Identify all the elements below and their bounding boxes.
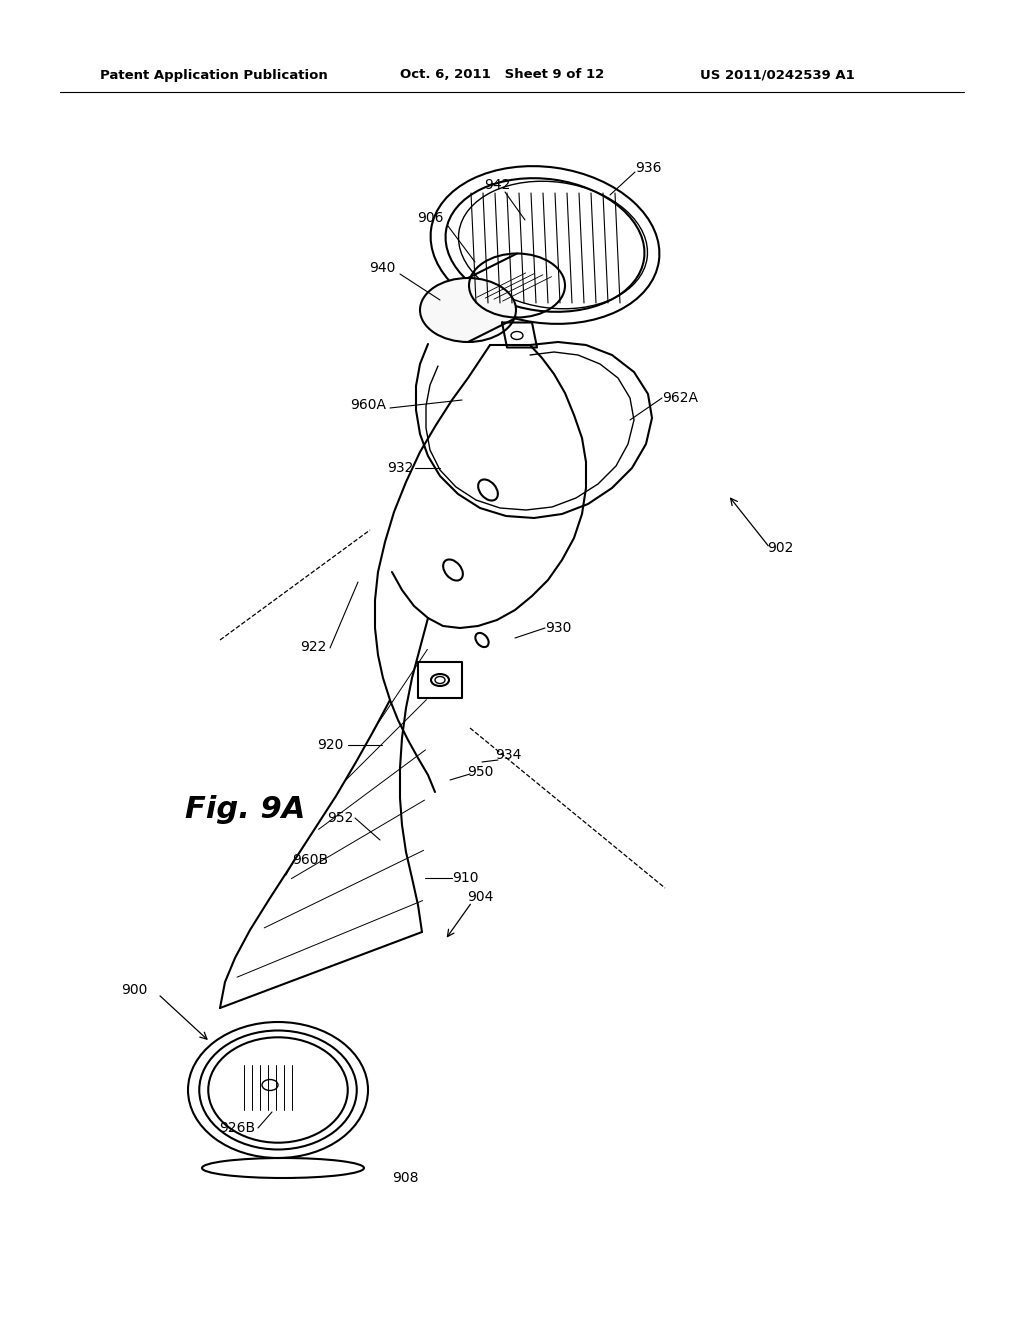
Text: 962A: 962A — [662, 391, 698, 405]
Text: 920: 920 — [316, 738, 343, 752]
Text: 942: 942 — [483, 178, 510, 191]
Text: US 2011/0242539 A1: US 2011/0242539 A1 — [700, 69, 855, 82]
Text: 934: 934 — [495, 748, 521, 762]
Text: 904: 904 — [467, 890, 494, 904]
Text: 908: 908 — [392, 1171, 418, 1185]
Text: 960B: 960B — [292, 853, 328, 867]
Text: Oct. 6, 2011   Sheet 9 of 12: Oct. 6, 2011 Sheet 9 of 12 — [400, 69, 604, 82]
Text: 950: 950 — [467, 766, 494, 779]
Ellipse shape — [420, 279, 516, 342]
Text: 926B: 926B — [219, 1121, 255, 1135]
Text: 900: 900 — [122, 983, 148, 997]
Text: 932: 932 — [387, 461, 414, 475]
Text: 910: 910 — [452, 871, 478, 884]
Text: 940: 940 — [369, 261, 395, 275]
Text: Fig. 9A: Fig. 9A — [185, 796, 305, 825]
Text: 930: 930 — [545, 620, 571, 635]
Text: Patent Application Publication: Patent Application Publication — [100, 69, 328, 82]
Text: 936: 936 — [635, 161, 662, 176]
Text: 960A: 960A — [350, 399, 386, 412]
Text: 952: 952 — [327, 810, 353, 825]
Text: 922: 922 — [300, 640, 327, 653]
Text: 906: 906 — [417, 211, 443, 224]
Text: 902: 902 — [767, 541, 794, 554]
